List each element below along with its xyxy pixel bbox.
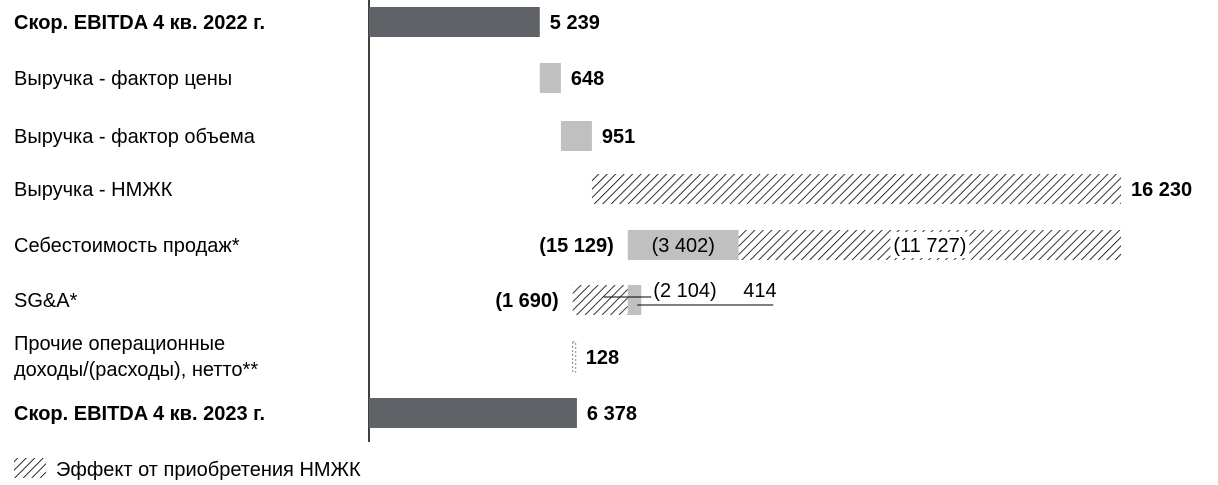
bar-value-label: 6 378 xyxy=(587,403,637,425)
bar-hatch xyxy=(591,174,1121,204)
row-label-line: доходы/(расходы), нетто** xyxy=(14,359,258,381)
bar-value-label: (15 129) xyxy=(539,235,614,257)
bar-value-label: 128 xyxy=(586,347,619,369)
row-label: Скор. EBITDA 4 кв. 2022 г. xyxy=(14,12,265,34)
segment-label: (3 402) xyxy=(652,235,715,257)
segment-label: 414 xyxy=(743,280,776,302)
bars: 5 239 648 951 16 230 (15 129) (3 402) (11 727)… xyxy=(369,7,1192,428)
row-label: Выручка - НМЖК xyxy=(14,179,173,201)
row-label: Скор. EBITDA 4 кв. 2023 г. xyxy=(14,403,265,425)
row-labels: Скор. EBITDA 4 кв. 2022 г. Выручка - факт… xyxy=(14,12,265,425)
bar-total xyxy=(369,398,577,428)
bar-value-label: 5 239 xyxy=(550,12,600,34)
segment-label-bg xyxy=(648,232,718,258)
segment-label: (2 104) xyxy=(653,280,716,302)
segment-label: (11 727) xyxy=(893,235,966,257)
bar-value-label: 648 xyxy=(571,68,604,90)
bar-factor xyxy=(539,63,561,93)
bar-segment-hatch xyxy=(572,285,628,315)
row-label: Себестоимость продаж* xyxy=(14,235,240,257)
row-label: SG&A* xyxy=(14,290,78,312)
row-label: Выручка - фактор цены xyxy=(14,68,232,90)
legend: Эффект от приобретения НМЖК xyxy=(14,458,361,481)
legend-hatch-swatch xyxy=(14,458,46,478)
bar-value-label: 16 230 xyxy=(1131,179,1192,201)
row-label: Выручка - фактор объема xyxy=(14,126,256,148)
bar-value-label: (1 690) xyxy=(495,290,558,312)
bar-other xyxy=(572,341,577,373)
bar-segment-factor xyxy=(627,285,642,315)
bar-factor xyxy=(560,121,592,151)
legend-text: Эффект от приобретения НМЖК xyxy=(56,459,361,481)
row-label-line: Прочие операционные xyxy=(14,333,225,355)
bar-value-label: 951 xyxy=(602,126,635,148)
bar-total xyxy=(369,7,540,37)
segment-label-bg xyxy=(890,232,970,258)
